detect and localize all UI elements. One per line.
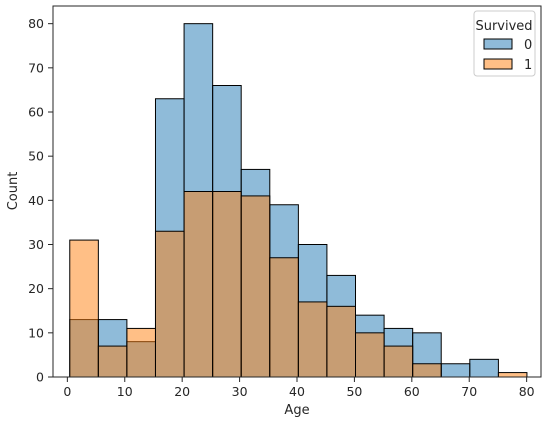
y-tick-label: 10 [28,325,44,340]
legend: Survived 0 1 [473,10,536,77]
bars-layer [69,23,528,378]
y-tick-label: 20 [28,281,44,296]
y-tick-label: 70 [28,60,44,75]
y-tick-label: 50 [28,149,44,164]
x-tick-label: 80 [519,384,535,399]
legend-label-1: 1 [524,58,532,73]
bar-series-0-bin-13 [440,363,471,378]
bar-series-1-bin-7 [269,257,299,378]
bar-series-0-bin-14 [469,358,499,378]
y-tick-label: 60 [28,105,44,120]
bar-series-1-bin-11 [383,345,414,378]
bar-series-1-bin-12 [412,363,442,378]
x-tick-label: 0 [63,384,71,399]
bar-series-1-bin-5 [212,191,242,378]
x-tick-label: 30 [232,384,248,399]
bar-series-1-bin-0 [69,239,99,378]
bar-series-1-bin-1 [97,345,128,378]
y-axis-ticks: 0 10 20 30 40 50 60 70 80 [28,16,53,385]
x-tick-label: 70 [461,384,477,399]
legend-title: Survived [475,19,532,34]
legend-swatch-0 [483,38,513,50]
y-axis-label: Count [6,172,21,211]
x-axis-ticks: 0 10 20 30 40 50 60 70 80 [63,377,535,399]
y-tick-label: 30 [28,237,44,252]
bar-series-1-bin-2 [126,327,156,378]
bar-series-1-bin-4 [183,191,214,378]
x-axis-label: Age [284,403,309,418]
bar-series-1-bin-15 [497,372,528,378]
bar-series-1-bin-9 [326,305,357,378]
legend-swatch-1 [483,58,513,70]
y-tick-label: 0 [36,370,44,385]
plot-frame [52,5,542,378]
bar-series-1-bin-10 [355,332,385,378]
x-tick-label: 10 [117,384,133,399]
bar-series-1-bin-8 [297,301,328,378]
legend-label-0: 0 [524,38,532,53]
y-tick-label: 80 [28,16,44,31]
bar-series-1-bin-3 [154,230,185,378]
x-tick-label: 50 [346,384,362,399]
x-tick-label: 20 [174,384,190,399]
y-tick-label: 40 [28,193,44,208]
bar-series-1-bin-6 [240,195,271,378]
x-tick-label: 60 [404,384,420,399]
x-tick-label: 40 [289,384,305,399]
